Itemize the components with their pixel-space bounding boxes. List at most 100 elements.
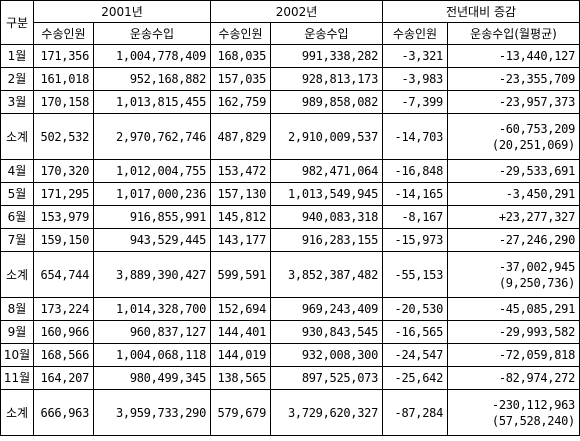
cell: 170,320 <box>33 159 94 183</box>
row-label: 1월 <box>0 44 34 68</box>
row-label: 3월 <box>0 90 34 114</box>
cell: 654,744 <box>33 251 94 298</box>
data-row: 10월 168,566 1,004,068,118 144,019 932,008,30… <box>0 343 580 367</box>
cell: 3,852,387,482 <box>270 251 383 298</box>
cell: -8,167 <box>382 205 448 229</box>
corner-header: 구분 <box>0 0 34 45</box>
cell: -230,112,963 (57,528,240) <box>447 389 580 436</box>
cell: 930,843,545 <box>270 320 383 344</box>
sub-header: 운송수입 <box>270 22 383 45</box>
cell: -14,703 <box>382 113 448 160</box>
sub-header: 수송인원 <box>210 22 271 45</box>
data-row: 2월 161,018 952,168,882 157,035 928,813,173 -3… <box>0 67 580 91</box>
cell: 3,729,620,327 <box>270 389 383 436</box>
subtotal-row: 소계 502,532 2,970,762,746 487,829 2,910,009,5… <box>0 113 580 160</box>
cell-line: -45,085,291 <box>498 302 575 316</box>
data-row: 1월 171,356 1,004,778,409 168,035 991,338,282… <box>0 44 580 68</box>
group-header: 2002년 <box>210 0 383 23</box>
cell: 916,283,155 <box>270 228 383 252</box>
cell: 160,966 <box>33 320 94 344</box>
cell: 171,356 <box>33 44 94 68</box>
cell: -15,973 <box>382 228 448 252</box>
cell: -82,974,272 <box>447 366 580 390</box>
cell: 144,401 <box>210 320 271 344</box>
sub-header: 운송수입(월평균) <box>447 22 580 45</box>
cell: 1,013,815,455 <box>93 90 211 114</box>
row-label: 2월 <box>0 67 34 91</box>
row-label: 11월 <box>0 366 34 390</box>
data-row: 3월 170,158 1,013,815,455 162,759 989,858,082… <box>0 90 580 114</box>
cell: -23,957,373 <box>447 90 580 114</box>
cell: 579,679 <box>210 389 271 436</box>
cell-line: -27,246,290 <box>498 233 575 247</box>
data-row: 9월 160,966 960,837,127 144,401 930,843,545 -1… <box>0 320 580 344</box>
data-row: 6월 153,979 916,855,991 145,812 940,083,318 -8… <box>0 205 580 229</box>
group-header: 2001년 <box>33 0 211 23</box>
cell-line: -82,974,272 <box>498 371 575 385</box>
row-label: 소계 <box>0 389 34 436</box>
data-row: 8월 173,224 1,014,328,700 152,694 969,243,409… <box>0 297 580 321</box>
cell: -23,355,709 <box>447 67 580 91</box>
cell: -14,165 <box>382 182 448 206</box>
cell: 916,855,991 <box>93 205 211 229</box>
cell: 164,207 <box>33 366 94 390</box>
header-row: 구분 2001년 2002년 전년대비 증감 <box>0 0 580 45</box>
cell: -7,399 <box>382 90 448 114</box>
cell: 940,083,318 <box>270 205 383 229</box>
sub-header: 운송수입 <box>93 22 211 45</box>
cell: -60,753,209 (20,251,069) <box>447 113 580 160</box>
cell: 952,168,882 <box>93 67 211 91</box>
cell: 1,004,778,409 <box>93 44 211 68</box>
cell-line: (9,250,736) <box>498 275 575 290</box>
cell: 144,019 <box>210 343 271 367</box>
row-label: 소계 <box>0 251 34 298</box>
cell: 980,499,345 <box>93 366 211 390</box>
cell: 153,979 <box>33 205 94 229</box>
cell-line: -23,355,709 <box>498 72 575 86</box>
cell: 897,525,073 <box>270 366 383 390</box>
cell: 599,591 <box>210 251 271 298</box>
cell: 143,177 <box>210 228 271 252</box>
cell-line: -3,450,291 <box>505 187 576 201</box>
cell: 1,013,549,945 <box>270 182 383 206</box>
cell-line: (20,251,069) <box>491 137 575 152</box>
cell: 170,158 <box>33 90 94 114</box>
cell-line: -72,059,818 <box>498 348 575 362</box>
cell: 168,566 <box>33 343 94 367</box>
cell: 2,910,009,537 <box>270 113 383 160</box>
cell: 960,837,127 <box>93 320 211 344</box>
cell: -25,642 <box>382 366 448 390</box>
cell: 982,471,064 <box>270 159 383 183</box>
row-label: 10월 <box>0 343 34 367</box>
cell: -29,533,691 <box>447 159 580 183</box>
cell: -3,321 <box>382 44 448 68</box>
row-label: 9월 <box>0 320 34 344</box>
data-row: 7월 159,150 943,529,445 143,177 916,283,155 -1… <box>0 228 580 252</box>
cell: 969,243,409 <box>270 297 383 321</box>
cell: -24,547 <box>382 343 448 367</box>
cell: -16,848 <box>382 159 448 183</box>
cell: 173,224 <box>33 297 94 321</box>
cell: 138,565 <box>210 366 271 390</box>
cell: -20,530 <box>382 297 448 321</box>
cell: 1,012,004,755 <box>93 159 211 183</box>
sub-header: 수송인원 <box>382 22 448 45</box>
cell-line: -230,112,963 <box>491 397 575 412</box>
cell-line: -23,957,373 <box>498 95 575 109</box>
cell: 161,018 <box>33 67 94 91</box>
cell: 152,694 <box>210 297 271 321</box>
cell: 168,035 <box>210 44 271 68</box>
row-label: 소계 <box>0 113 34 160</box>
cell: 487,829 <box>210 113 271 160</box>
cell: -72,059,818 <box>447 343 580 367</box>
cell: -29,993,582 <box>447 320 580 344</box>
cell: 2,970,762,746 <box>93 113 211 160</box>
cell: 928,813,173 <box>270 67 383 91</box>
cell-line: -37,002,945 <box>498 259 575 274</box>
group-header: 전년대비 증감 <box>382 0 580 23</box>
cell: -3,983 <box>382 67 448 91</box>
cell: -55,153 <box>382 251 448 298</box>
cell: 153,472 <box>210 159 271 183</box>
